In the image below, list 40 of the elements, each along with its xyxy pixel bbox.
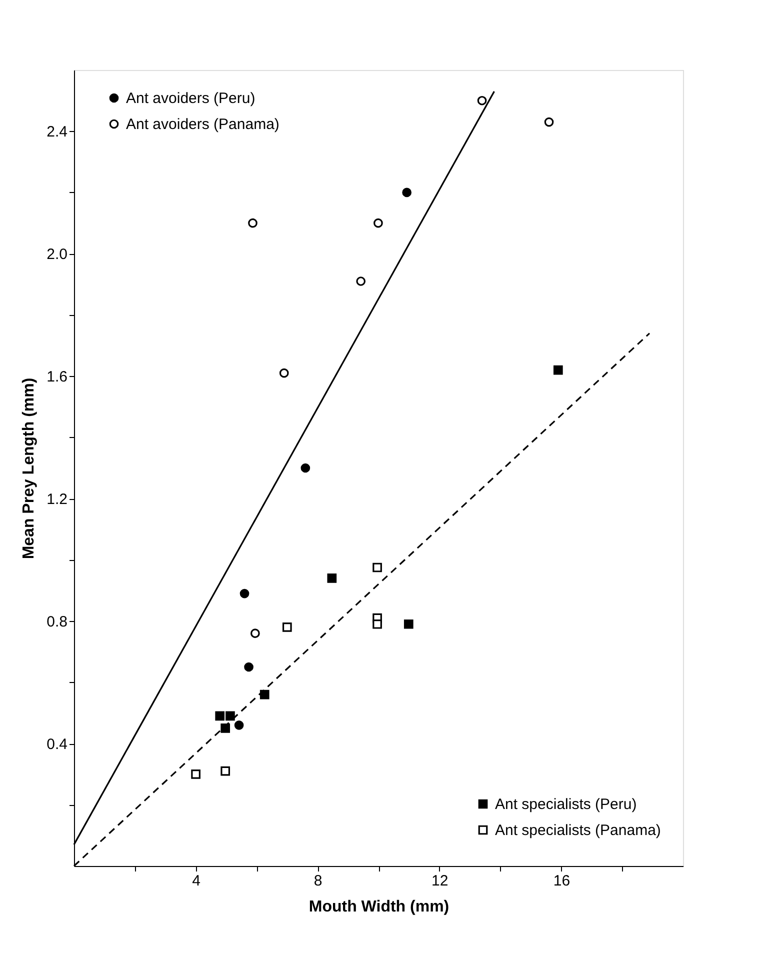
point: [250, 628, 260, 638]
point: [220, 724, 230, 733]
legend-label: Ant avoiders (Peru): [126, 90, 256, 107]
point: [477, 96, 487, 106]
x-tick-label: 4: [192, 872, 200, 890]
point: [215, 711, 225, 721]
point: [553, 365, 563, 375]
y-tick-label: 2.4: [46, 124, 68, 141]
point: [279, 368, 289, 378]
y-tick-label: 1.2: [46, 491, 68, 508]
point: [300, 463, 310, 473]
point: [372, 619, 382, 629]
legend-label: Ant avoiders (Panama): [126, 116, 280, 133]
point: [356, 276, 366, 286]
y-tick-label: 0.8: [46, 614, 68, 631]
point: [544, 117, 554, 127]
point: [248, 218, 258, 228]
point: [327, 574, 337, 583]
y-tick-label: 0.4: [46, 736, 68, 754]
x-axis-title: Mouth Width (mm): [308, 898, 450, 916]
point: [234, 720, 244, 730]
point: [244, 662, 254, 672]
y-tick-label: 1.6: [46, 368, 68, 386]
point: [191, 769, 200, 779]
legend-label: Ant specialists (Panama): [495, 822, 661, 839]
y-axis-title: Mean Prey Length (mm): [20, 378, 38, 560]
point: [404, 619, 414, 629]
point: [372, 562, 382, 572]
x-tick-label: 12: [432, 872, 448, 890]
point: [282, 622, 292, 632]
point: [260, 690, 270, 700]
x-tick-label: 8: [314, 872, 322, 890]
point: [402, 188, 412, 198]
y-tick-label: 2.0: [46, 246, 68, 264]
point: [240, 588, 250, 598]
point: [374, 218, 383, 228]
point: [226, 711, 235, 721]
point: [220, 766, 230, 776]
legend-label: Ant specialists (Peru): [495, 796, 637, 813]
x-tick-label: 16: [553, 872, 570, 890]
